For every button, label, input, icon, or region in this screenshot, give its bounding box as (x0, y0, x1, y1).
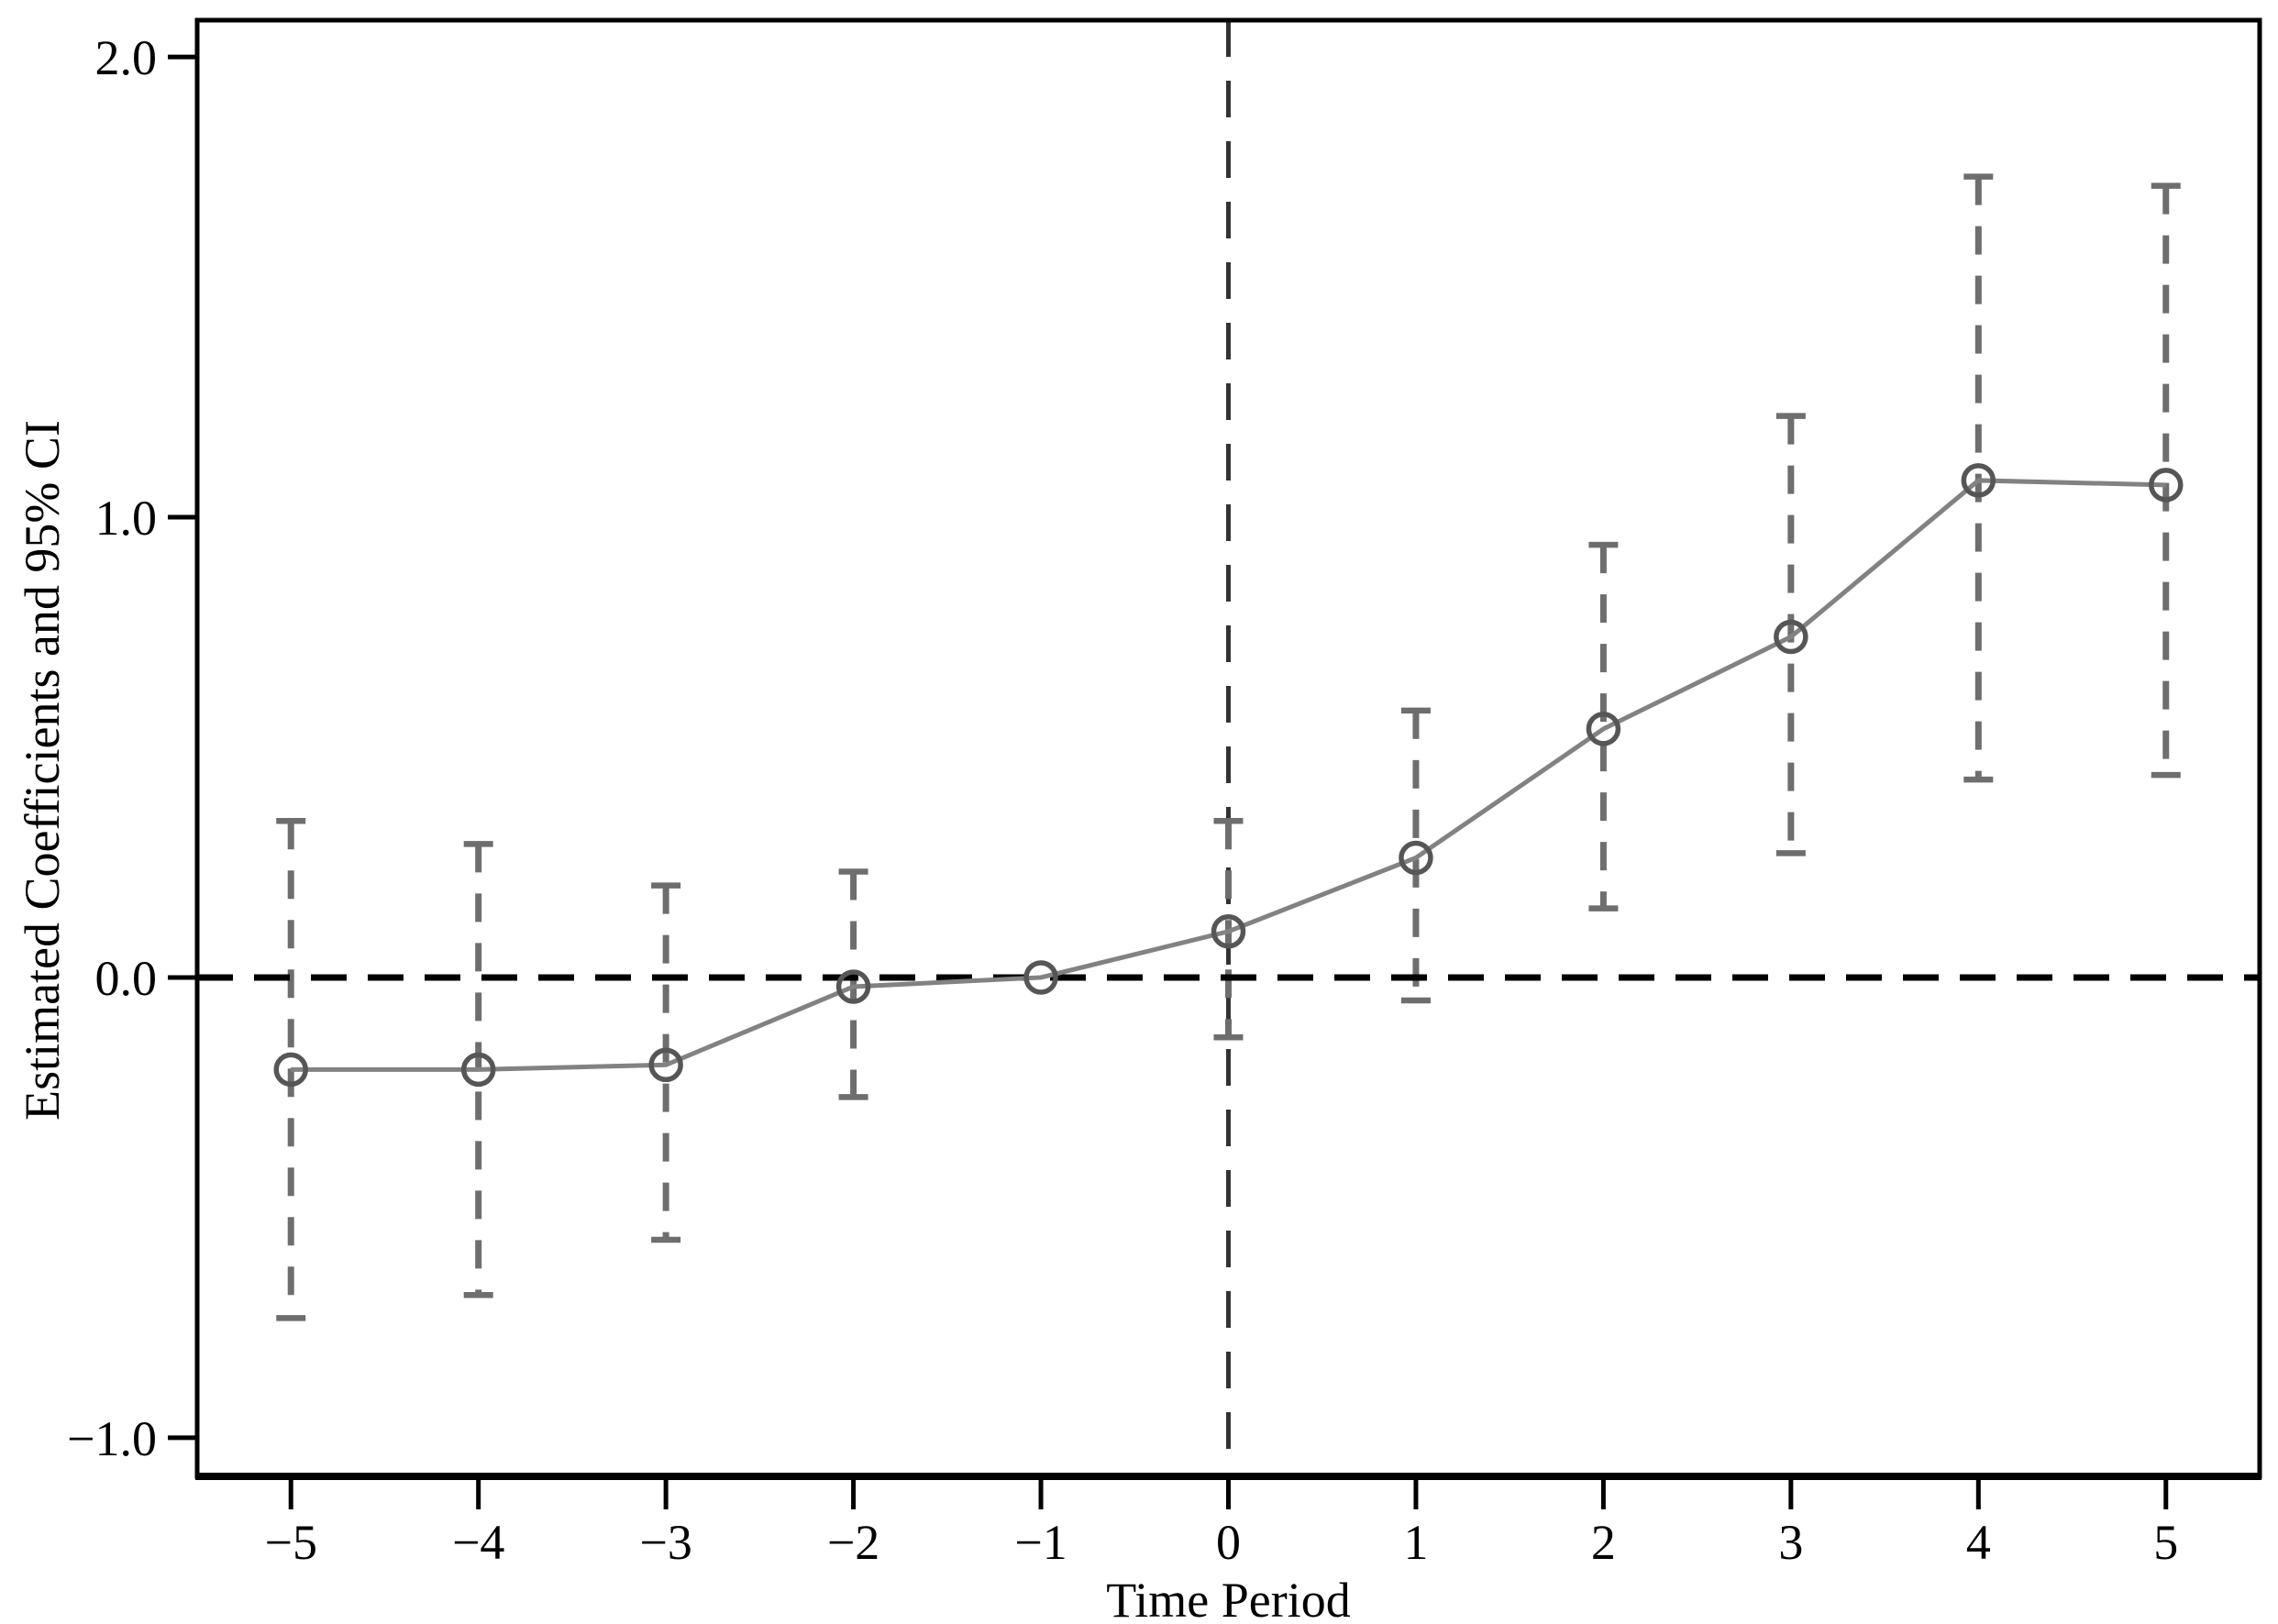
data-point-marker (2149, 468, 2184, 503)
data-point-marker (1774, 619, 1808, 655)
data-point-marker (1961, 463, 1996, 498)
data-point-marker (1211, 914, 1246, 949)
x-tick-label: 5 (2153, 1515, 2178, 1570)
y-axis-title: Estimated Coefficients and 95% CI (15, 420, 70, 1121)
x-axis-title: Time Period (1106, 1573, 1351, 1624)
data-point-marker (460, 1052, 496, 1088)
x-tick-label: 3 (1778, 1515, 1803, 1570)
x-tick-label: −5 (264, 1515, 316, 1570)
series-line (291, 478, 2166, 1072)
x-tick-label: −1 (1014, 1515, 1067, 1570)
x-tick-label: 2 (1591, 1515, 1616, 1570)
data-point-marker (835, 969, 871, 1004)
x-tick-label: 4 (1966, 1515, 1991, 1570)
x-tick-label: 1 (1403, 1515, 1428, 1570)
data-point-marker (1399, 840, 1433, 876)
y-tick-label: 1.0 (95, 491, 158, 546)
y-tick-label: −1.0 (67, 1411, 157, 1466)
y-tick-label: 2.0 (95, 30, 158, 85)
data-point-marker (273, 1052, 308, 1088)
data-point-marker (1586, 712, 1621, 746)
data-point-marker (1023, 960, 1058, 995)
x-tick-label: −4 (452, 1515, 504, 1570)
x-tick-label: 0 (1216, 1515, 1241, 1570)
x-tick-label: −3 (639, 1515, 691, 1570)
y-tick-label: 0.0 (95, 951, 158, 1006)
x-tick-label: −2 (827, 1515, 879, 1570)
data-point-marker (648, 1047, 683, 1083)
